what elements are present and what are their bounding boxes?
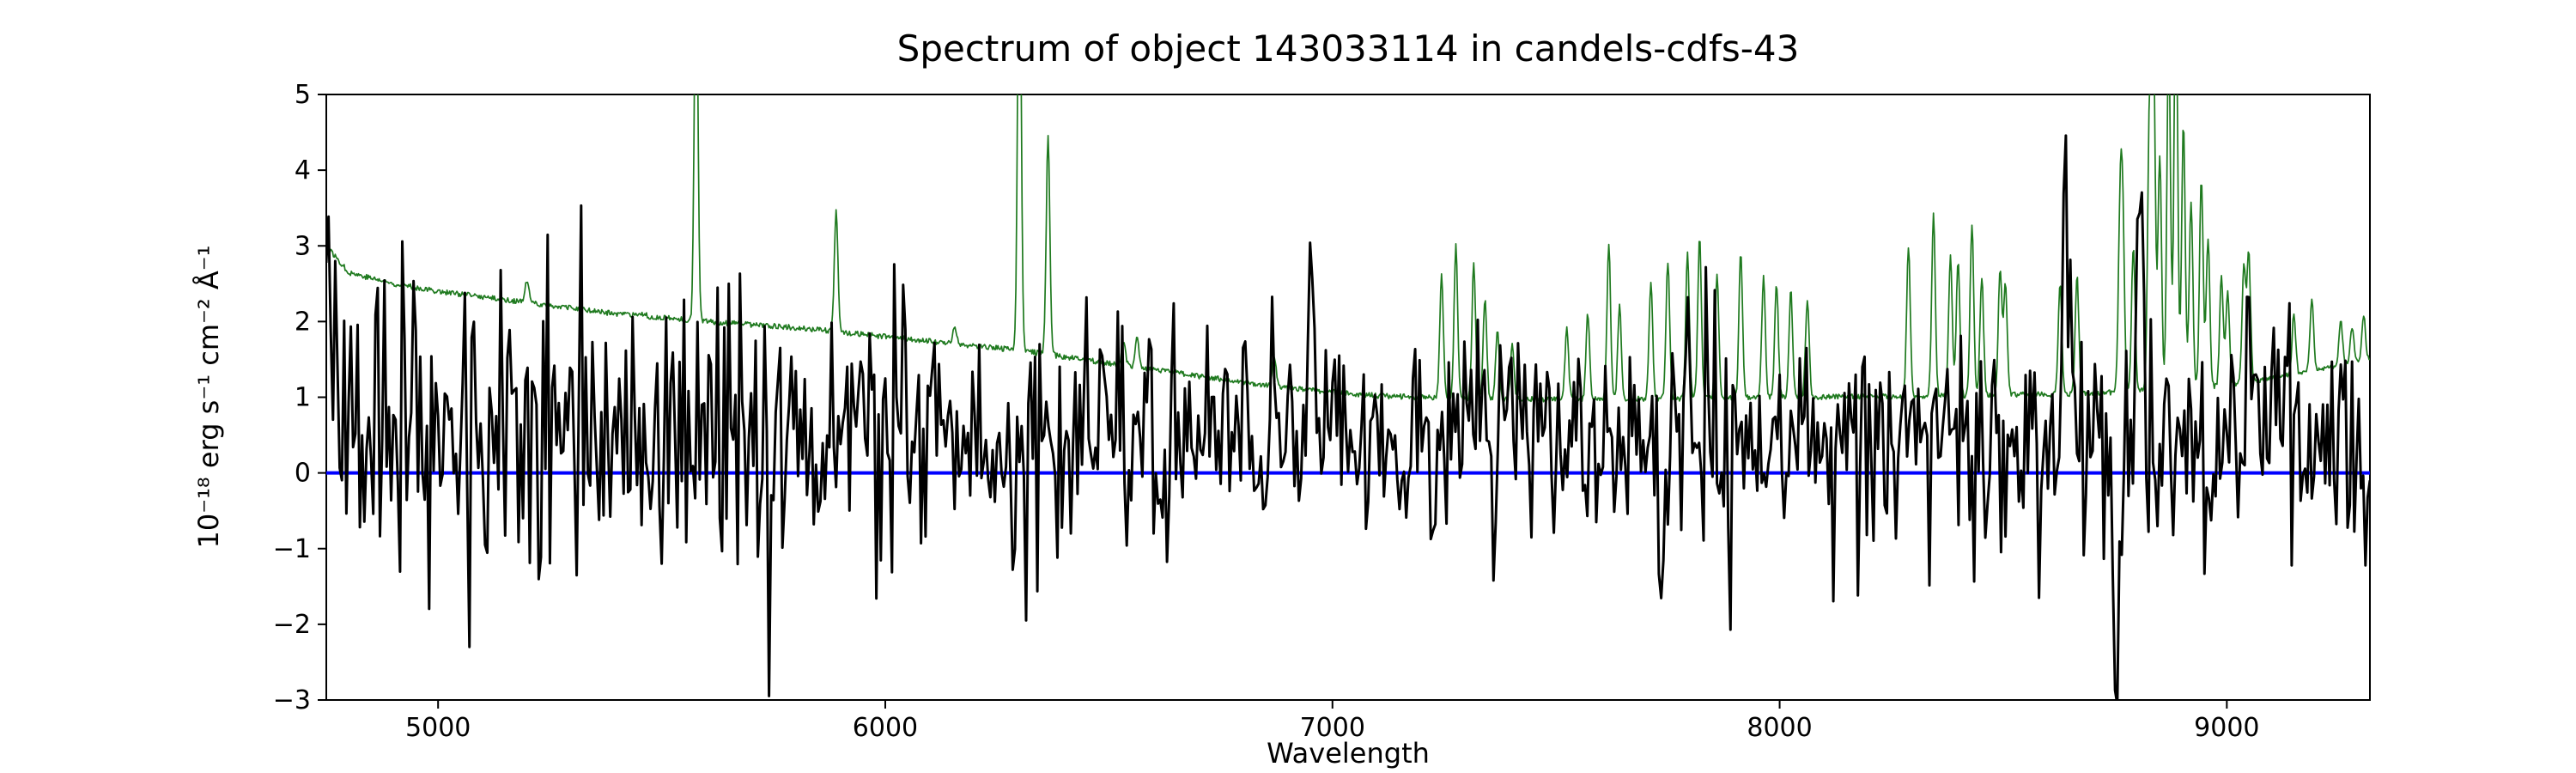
y-tick-label: 5 xyxy=(295,80,311,110)
x-tick-label: 7000 xyxy=(1300,713,1365,743)
y-tick-label: −1 xyxy=(273,534,311,564)
y-tick-label: 3 xyxy=(295,231,311,261)
y-tick-label: −3 xyxy=(273,685,311,715)
y-tick-label: 0 xyxy=(295,459,311,489)
x-axis-label: Wavelength xyxy=(1267,737,1430,770)
object-spectrum-line xyxy=(326,134,2370,700)
y-tick-label: −2 xyxy=(273,610,311,640)
y-tick-label: 1 xyxy=(295,383,311,413)
chart-title: Spectrum of object 143033114 in candels-… xyxy=(896,27,1800,70)
x-tick-label: 9000 xyxy=(2194,713,2259,743)
x-tick-label: 5000 xyxy=(405,713,471,743)
x-tick-label: 6000 xyxy=(853,713,918,743)
y-tick-label: 4 xyxy=(295,155,311,186)
y-tick-label: 2 xyxy=(295,307,311,337)
x-tick-label: 8000 xyxy=(1747,713,1812,743)
